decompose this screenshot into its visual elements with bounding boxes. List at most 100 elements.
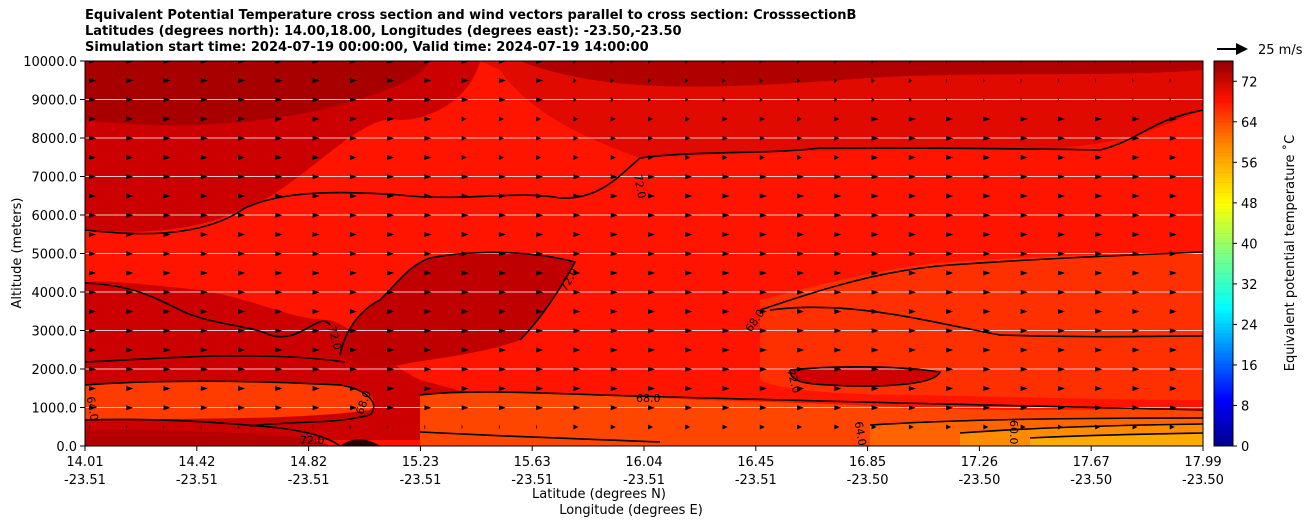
wind-vector <box>424 212 432 218</box>
wind-vector <box>1057 309 1065 314</box>
colorbar-tick-label: 8 <box>1241 399 1249 414</box>
wind-vector <box>163 212 171 218</box>
x-tick-lon: -23.50 <box>847 473 889 488</box>
wind-vector <box>1095 251 1103 257</box>
wind-vector <box>946 61 948 64</box>
wind-vector <box>238 116 246 122</box>
wind-vector <box>1169 232 1177 237</box>
wind-vector <box>722 155 728 160</box>
wind-vector <box>1020 116 1028 122</box>
wind-vector <box>685 232 693 237</box>
wind-vector <box>1132 193 1140 199</box>
wind-vector <box>759 270 767 276</box>
wind-vector <box>1095 97 1097 103</box>
wind-vector <box>983 289 991 295</box>
x-tick-lat: 14.82 <box>290 455 327 470</box>
wind-vector <box>1057 116 1065 122</box>
wind-vector <box>1169 347 1177 353</box>
wind-vector <box>1132 61 1134 64</box>
wind-vector <box>759 366 767 372</box>
wind-vector <box>1020 174 1028 180</box>
wind-vector <box>1095 78 1097 83</box>
wind-vector <box>275 251 283 257</box>
wind-vector <box>685 212 693 218</box>
wind-vector <box>946 309 954 314</box>
wind-vector <box>349 309 357 314</box>
wind-vector <box>200 347 208 353</box>
wind-vector <box>163 232 171 237</box>
wind-vector <box>759 424 765 430</box>
wind-vector <box>983 270 991 276</box>
wind-vector <box>163 405 171 411</box>
wind-vector <box>312 97 320 103</box>
contour-label: 72.0 <box>631 173 648 199</box>
wind-vector <box>797 309 805 314</box>
wind-vector <box>610 212 618 218</box>
contour-label: 64.0 <box>84 395 101 421</box>
wind-vector <box>461 116 467 122</box>
wind-vector <box>573 61 577 64</box>
wind-vector <box>834 212 842 218</box>
wind-vector <box>536 116 542 122</box>
wind-vector <box>387 251 395 257</box>
wind-vector <box>1095 309 1103 314</box>
wind-vector <box>424 116 432 122</box>
wind-vector <box>536 155 542 160</box>
wind-vector <box>871 289 879 295</box>
wind-vector <box>946 251 954 257</box>
wind-vector <box>1169 193 1177 199</box>
wind-vector <box>1095 155 1103 160</box>
wind-vector <box>387 289 395 295</box>
wind-vector <box>461 174 469 180</box>
wind-vector <box>834 155 840 160</box>
wind-vector <box>275 232 283 237</box>
wind-vector <box>722 116 728 122</box>
wind-vector <box>610 61 614 64</box>
wind-vector <box>908 135 916 141</box>
wind-vector <box>1095 61 1097 64</box>
wind-vector <box>536 270 544 276</box>
wind-vector <box>1057 424 1063 430</box>
wind-vector <box>1020 366 1028 372</box>
wind-vector <box>946 78 948 83</box>
wind-vector <box>89 78 96 83</box>
wind-vector <box>1132 97 1134 103</box>
x-tick-lon: -23.50 <box>958 473 1000 488</box>
wind-vector <box>1020 347 1028 353</box>
wind-vector <box>983 251 991 257</box>
wind-vector <box>759 328 767 334</box>
wind-vector <box>163 97 171 103</box>
wind-vector <box>610 78 614 83</box>
wind-vector <box>387 328 395 334</box>
wind-vector <box>722 289 730 295</box>
wind-vector <box>1057 135 1065 141</box>
wind-vector <box>1095 116 1103 122</box>
wind-vector <box>536 193 544 199</box>
wind-vector <box>312 155 320 160</box>
wind-vector <box>1057 97 1059 103</box>
contour-lines <box>85 109 1203 446</box>
wind-vector <box>648 424 653 430</box>
wind-vector <box>871 61 875 64</box>
wind-vector <box>834 174 842 180</box>
wind-vector <box>1057 366 1065 372</box>
colorbar-tick-label: 16 <box>1241 359 1258 374</box>
wind-vector <box>648 174 655 180</box>
wind-vector <box>163 424 165 430</box>
wind-vector <box>275 328 283 334</box>
title-line-1: Equivalent Potential Temperature cross s… <box>85 8 857 23</box>
wind-vector <box>871 386 879 391</box>
x-axis-label-lat: Latitude (degrees N) <box>532 487 666 502</box>
wind-vector <box>573 309 581 314</box>
wind-vector <box>1095 270 1103 276</box>
wind-vector <box>275 386 283 391</box>
wind-vector <box>1095 424 1101 430</box>
wind-vector <box>349 328 357 334</box>
wind-vector <box>946 155 954 160</box>
wind-vector <box>797 289 805 295</box>
wind-vector <box>498 174 506 180</box>
wind-vector <box>648 155 653 160</box>
wind-vector <box>349 116 357 122</box>
wind-vector <box>722 251 730 257</box>
wind-vector <box>200 405 208 411</box>
